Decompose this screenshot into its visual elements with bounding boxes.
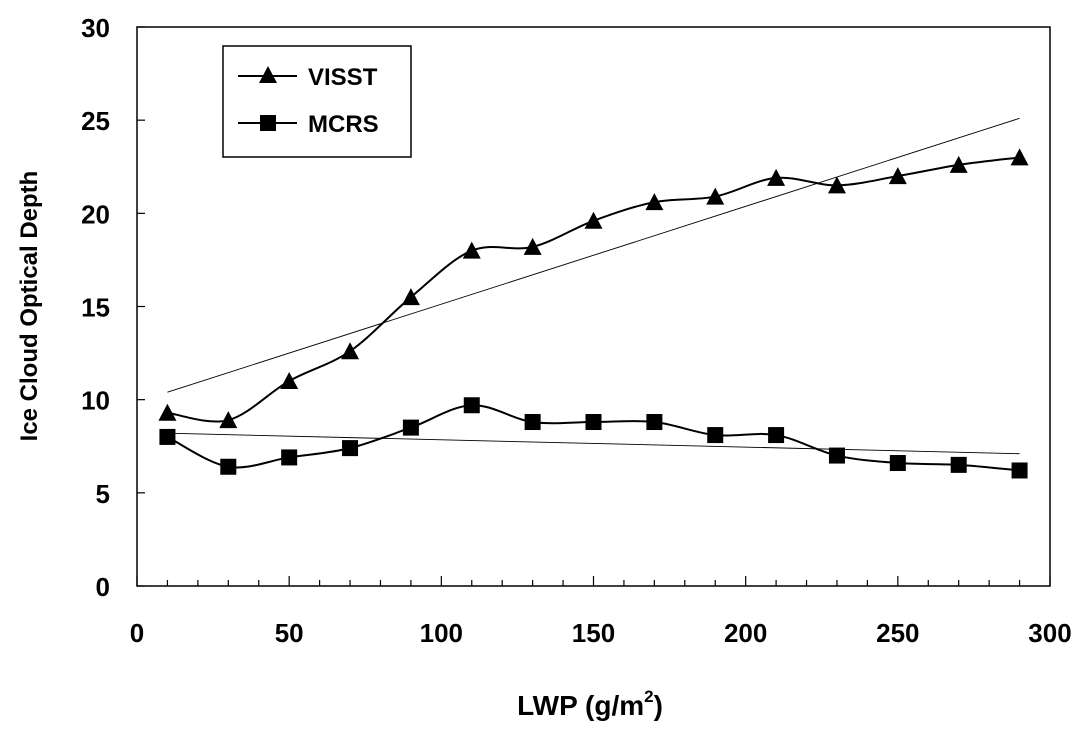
trendlines: [167, 117, 1020, 455]
data-point-mcrs: [159, 428, 176, 445]
data-point-mcrs: [463, 397, 480, 414]
y-tick-label: 5: [96, 479, 110, 509]
legend-box: [222, 45, 412, 158]
y-axis-ticks: 0 5 10 15 20 25 30: [81, 13, 145, 602]
y-tick-label: 20: [81, 199, 110, 229]
data-point-visst: [645, 193, 664, 211]
data-point-visst: [584, 211, 603, 229]
data-point-mcrs: [646, 414, 663, 431]
data-point-mcrs: [402, 419, 419, 436]
data-point-visst: [401, 288, 420, 306]
x-tick-label: 0: [130, 618, 144, 648]
x-axis-title-superscript: 2: [644, 687, 653, 706]
data-point-visst: [219, 411, 238, 429]
x-tick-label: 50: [275, 618, 304, 648]
data-point-visst: [767, 168, 786, 186]
data-point-mcrs: [828, 447, 845, 464]
y-tick-label: 0: [96, 572, 110, 602]
x-axis-ticks: 0 50 100 150 200 250 300: [130, 576, 1072, 648]
data-point-mcrs: [1011, 462, 1028, 479]
y-tick-label: 25: [81, 106, 110, 136]
x-tick-label: 100: [420, 618, 463, 648]
data-point-mcrs: [585, 414, 602, 431]
y-tick-label: 10: [81, 386, 110, 416]
data-point-mcrs: [707, 427, 724, 444]
trendline-visst: [167, 117, 1020, 393]
legend-triangle-marker: [259, 66, 277, 83]
y-tick-label: 15: [81, 293, 110, 323]
data-point-visst: [158, 403, 177, 421]
x-axis-title: LWP (g/m2): [517, 687, 663, 721]
data-point-visst: [523, 237, 542, 255]
series-markers: [158, 148, 1029, 479]
data-point-visst: [827, 176, 846, 194]
x-tick-label: 300: [1028, 618, 1071, 648]
series-line-visst: [167, 156, 1020, 423]
data-point-mcrs: [220, 458, 237, 475]
data-point-mcrs: [524, 414, 541, 431]
data-point-mcrs: [950, 456, 967, 473]
y-tick-label: 30: [81, 13, 110, 43]
data-point-mcrs: [768, 427, 785, 444]
legend: VISST MCRS: [222, 45, 412, 158]
x-tick-label: 200: [724, 618, 767, 648]
x-axis-title-main: LWP (g/m: [517, 690, 644, 721]
data-point-mcrs: [281, 449, 298, 466]
data-point-visst: [341, 342, 360, 360]
data-point-mcrs: [889, 455, 906, 472]
x-tick-label: 250: [876, 618, 919, 648]
legend-square-marker: [260, 115, 276, 131]
y-axis-title: Ice Cloud Optical Depth: [16, 171, 43, 442]
legend-label-mcrs: MCRS: [308, 111, 379, 138]
x-axis-title-suffix: ): [654, 690, 663, 721]
data-point-mcrs: [342, 440, 359, 457]
x-tick-label: 150: [572, 618, 615, 648]
legend-label-visst: VISST: [308, 64, 378, 91]
data-point-visst: [280, 372, 299, 390]
data-point-visst: [949, 155, 968, 173]
data-point-visst: [706, 187, 725, 205]
data-point-visst: [888, 167, 907, 185]
data-point-visst: [1010, 148, 1029, 166]
trendline-mcrs: [167, 432, 1020, 455]
data-point-visst: [462, 241, 481, 259]
